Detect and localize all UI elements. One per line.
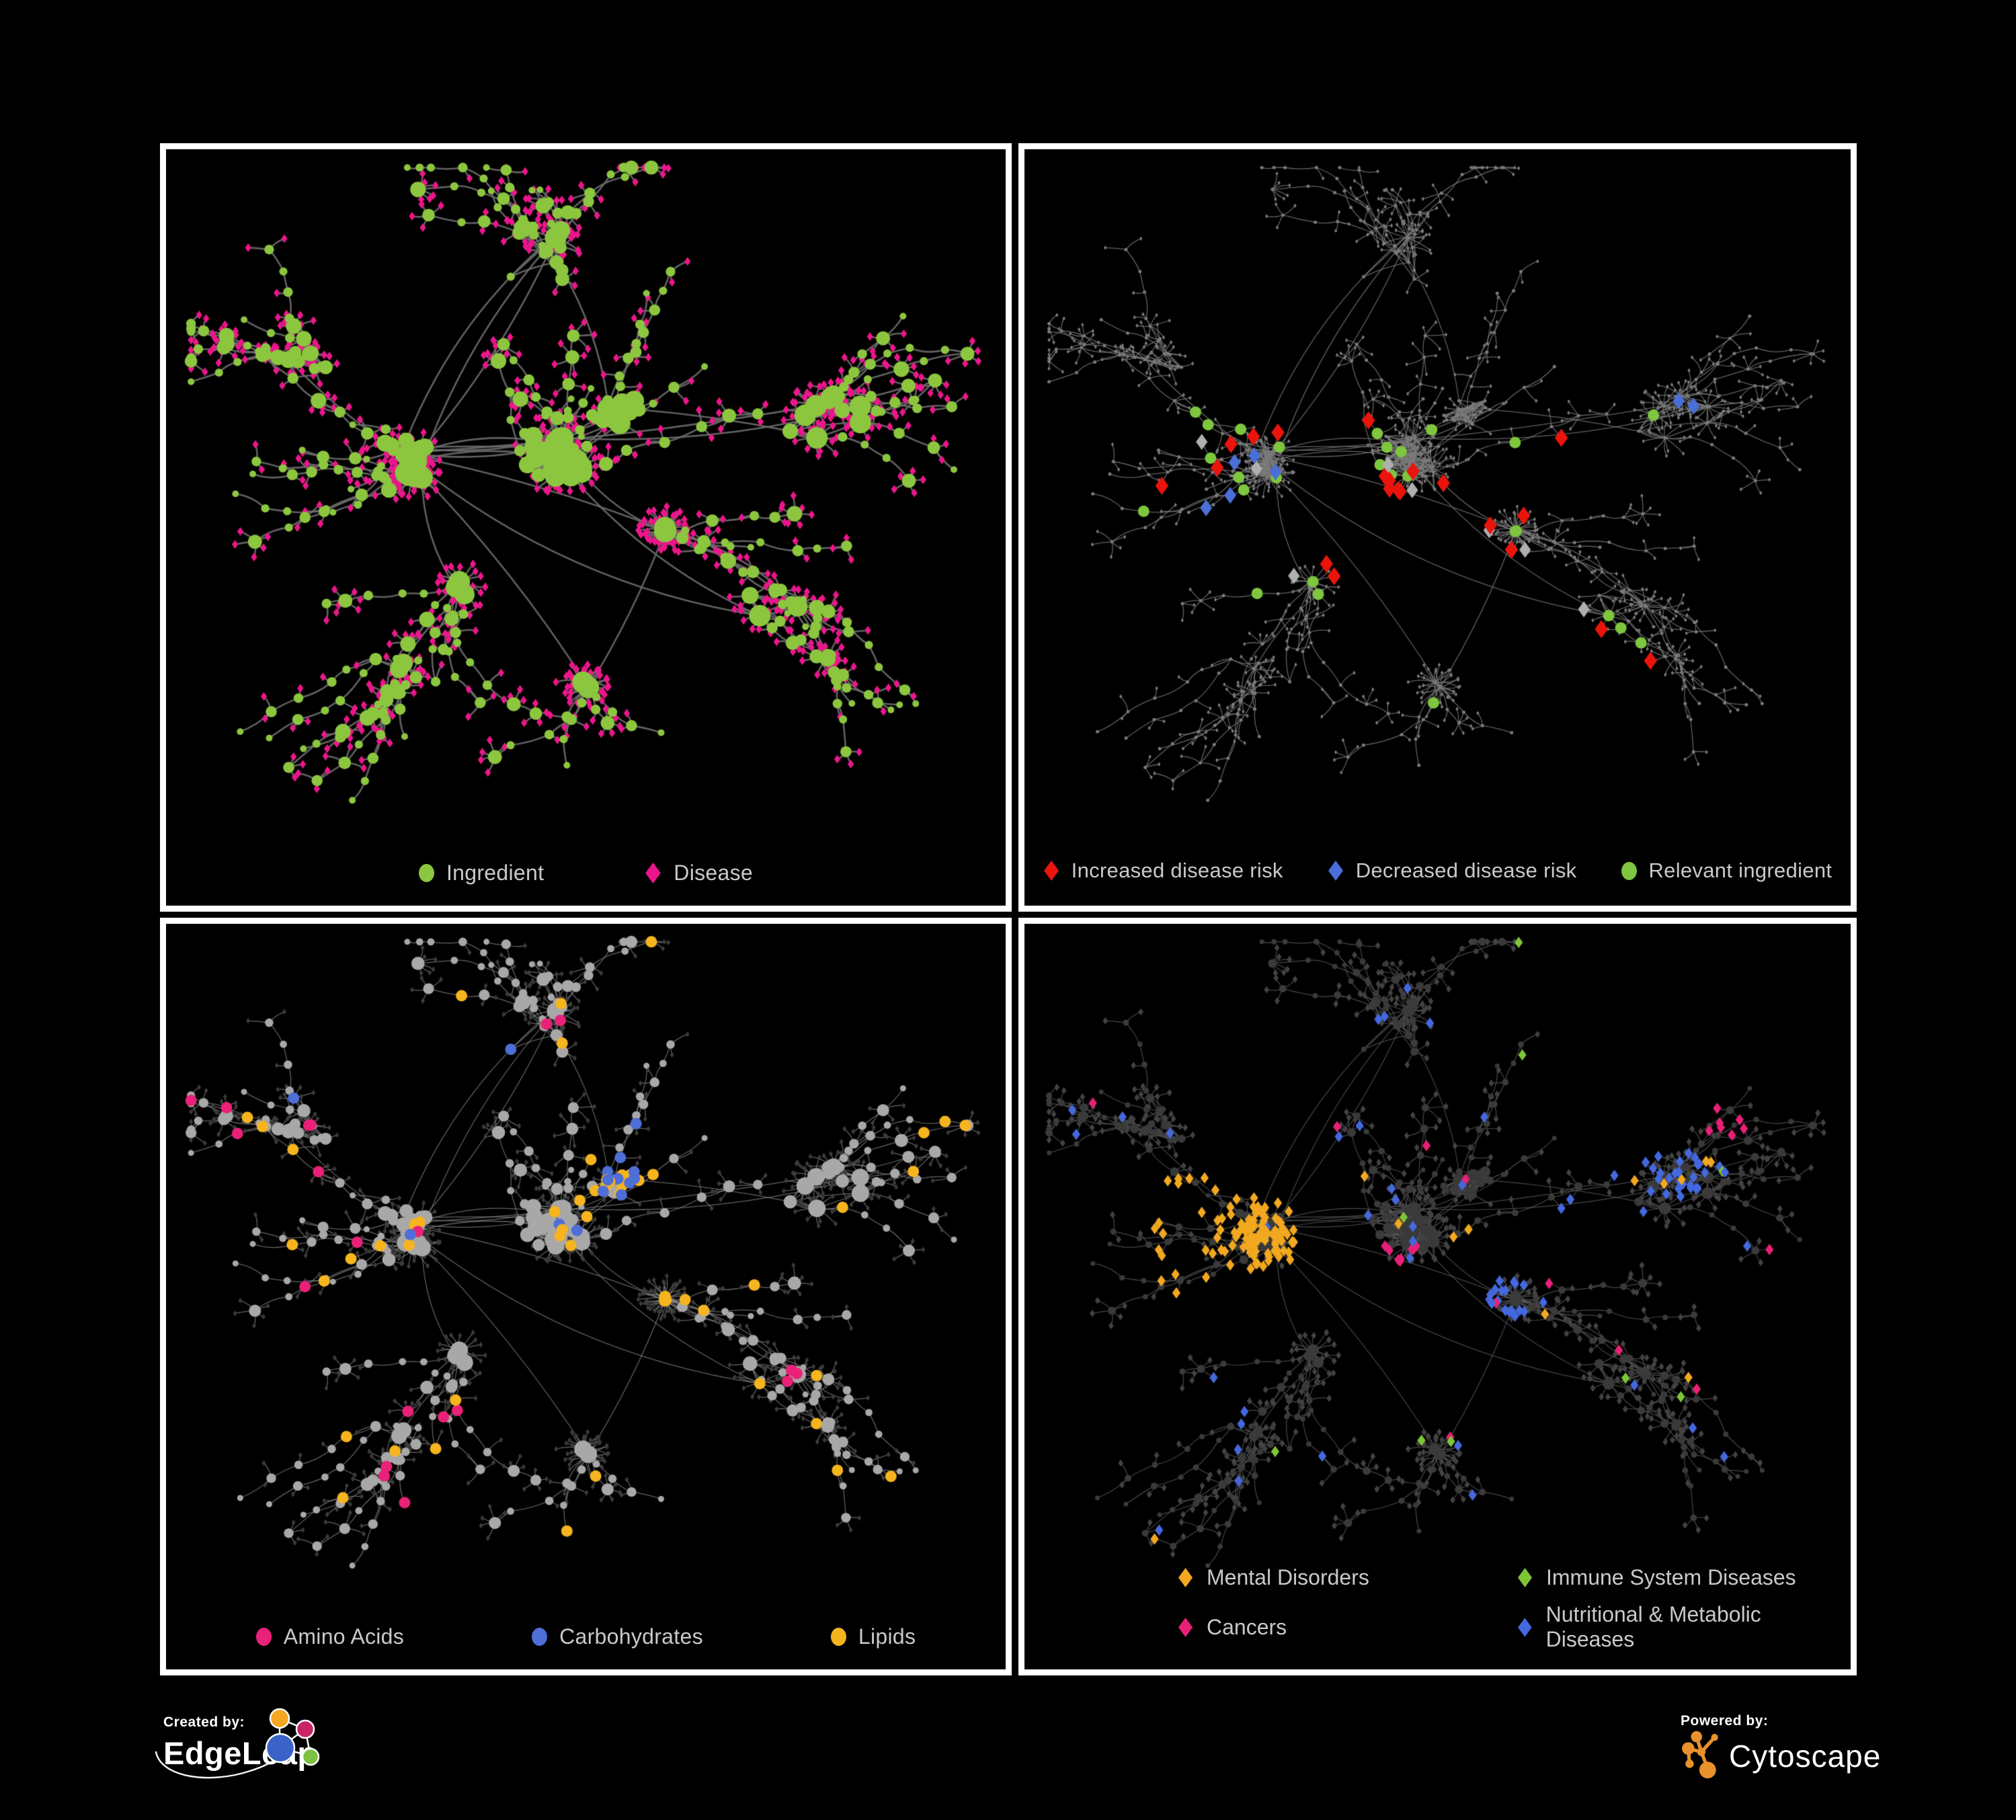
panel-disease-risk: Increased disease risk Decreased disease… — [1018, 143, 1857, 912]
ingredient-disease-network-canvas — [166, 149, 1006, 906]
edgeleap-pink-node — [295, 1719, 315, 1739]
powered-by-block: Powered by: Cytoscape — [1681, 1713, 1881, 1782]
cytoscape-wordmark: Cytoscape — [1729, 1739, 1882, 1774]
panel-ingredient-disease: Ingredient Disease — [160, 143, 1012, 912]
created-by-label: Created by: — [163, 1714, 245, 1730]
disease-risk-network-canvas — [1024, 149, 1851, 906]
cytoscape-icon — [1682, 1731, 1718, 1779]
ingredient-class-network-canvas — [166, 924, 1006, 1669]
panel-ingredient-classes: Amino Acids Carbohydrates Lipids — [160, 918, 1012, 1675]
edgeleap-green-node — [301, 1747, 320, 1766]
panel-disease-classes: Mental Disorders Immune System Diseases … — [1018, 918, 1857, 1675]
edgeleap-logo — [265, 1708, 320, 1766]
edgeleap-orange-node — [269, 1708, 290, 1729]
disease-class-network-canvas — [1024, 924, 1851, 1669]
powered-by-label: Powered by: — [1681, 1713, 1769, 1729]
edgeleap-blue-node — [265, 1733, 296, 1764]
